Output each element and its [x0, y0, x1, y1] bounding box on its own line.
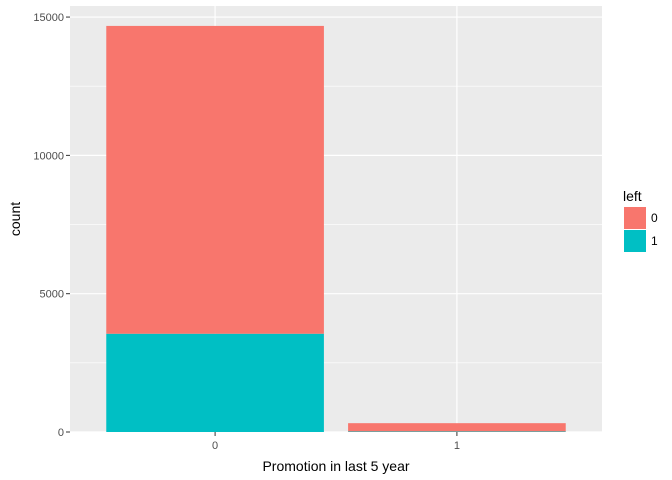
legend: left 0 1: [623, 188, 658, 252]
bars: [106, 25, 566, 432]
y-tick-label: 15000: [33, 12, 64, 24]
x-axis-title: Promotion in last 5 year: [262, 458, 409, 474]
y-tick-label: 0: [58, 427, 64, 439]
legend-key-0: [624, 207, 646, 229]
x-tick-label: 1: [454, 440, 460, 452]
bar-0-left-0: [106, 25, 324, 334]
legend-label-1: 1: [651, 234, 658, 248]
bar-1-left-1: [348, 431, 566, 432]
y-axis-ticks: 0 5000 10000 15000: [33, 12, 70, 439]
bar-1-left-0: [348, 423, 566, 432]
y-tick-label: 5000: [40, 289, 64, 301]
legend-title: left: [623, 188, 642, 204]
bar-0-left-1: [106, 333, 324, 432]
y-axis-title: count: [7, 202, 23, 236]
y-tick-label: 10000: [33, 150, 64, 162]
legend-label-0: 0: [651, 211, 658, 225]
legend-key-1: [624, 230, 646, 252]
x-tick-label: 0: [212, 440, 218, 452]
